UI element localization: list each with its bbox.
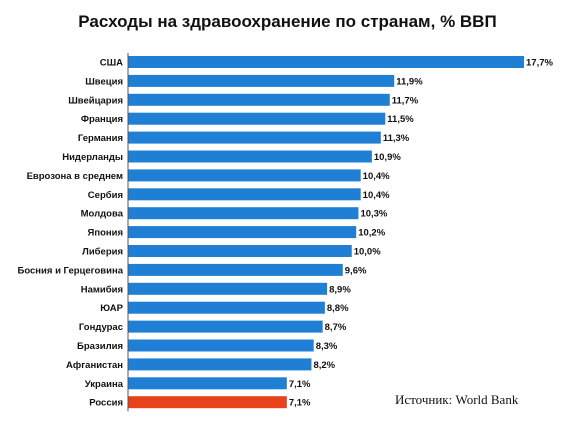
category-label: Франция (81, 114, 123, 125)
data-label: 7,1% (289, 398, 311, 409)
category-label: Гондурас (79, 322, 123, 333)
bar (128, 301, 325, 314)
category-label: Россия (89, 398, 123, 409)
data-label: 10,0% (354, 247, 381, 258)
chart-title: Расходы на здравоохранение по странам, %… (78, 12, 497, 31)
data-label: 10,3% (360, 209, 387, 220)
category-label: Нидерланды (62, 152, 123, 163)
bar (128, 339, 314, 352)
bar (128, 245, 352, 257)
bar (128, 56, 524, 68)
source-note: Источник: World Bank (395, 392, 519, 407)
bar (128, 396, 287, 409)
bar (128, 226, 357, 239)
data-label: 9,6% (345, 265, 367, 276)
data-label: 11,5% (387, 114, 414, 125)
data-label: 11,3% (383, 133, 410, 144)
category-label: Украина (85, 379, 124, 390)
data-label: 17,7% (526, 58, 553, 69)
data-label: 8,7% (325, 322, 347, 333)
bar (128, 169, 361, 182)
category-label: Молдова (81, 209, 124, 220)
data-label: 8,8% (327, 303, 349, 314)
data-label: 11,7% (392, 95, 419, 106)
bar (128, 112, 386, 125)
data-label: 10,2% (358, 228, 385, 239)
bar (128, 150, 372, 163)
data-label: 8,2% (313, 360, 335, 371)
category-label: Япония (88, 228, 124, 239)
bar (128, 131, 381, 144)
category-label: США (100, 58, 123, 69)
bar (128, 74, 395, 87)
data-label: 10,4% (363, 171, 390, 182)
category-label: Либерия (82, 247, 123, 258)
data-label: 8,9% (329, 284, 351, 295)
category-label: Намибия (81, 284, 123, 295)
category-label: Сербия (88, 190, 123, 201)
data-label: 10,9% (374, 152, 401, 163)
data-label: 10,4% (363, 190, 390, 201)
category-label: Босния и Герцеговина (18, 265, 124, 276)
category-label: Афганистан (66, 360, 123, 371)
category-label: ЮАР (100, 303, 123, 314)
category-label: Швейцария (68, 95, 123, 106)
data-label: 8,3% (316, 341, 338, 352)
bar (128, 358, 312, 371)
bar (128, 207, 359, 220)
bar (128, 377, 287, 390)
bar (128, 188, 361, 201)
bar (128, 93, 390, 106)
category-label: Швеция (85, 76, 123, 87)
category-label: Еврозона в среднем (27, 171, 123, 182)
data-label: 7,1% (289, 379, 311, 390)
bar (128, 320, 323, 333)
bar (128, 282, 328, 295)
bar (128, 263, 343, 276)
category-label: Германия (78, 133, 123, 144)
category-label: Бразилия (77, 341, 123, 352)
data-label: 11,9% (396, 76, 423, 87)
